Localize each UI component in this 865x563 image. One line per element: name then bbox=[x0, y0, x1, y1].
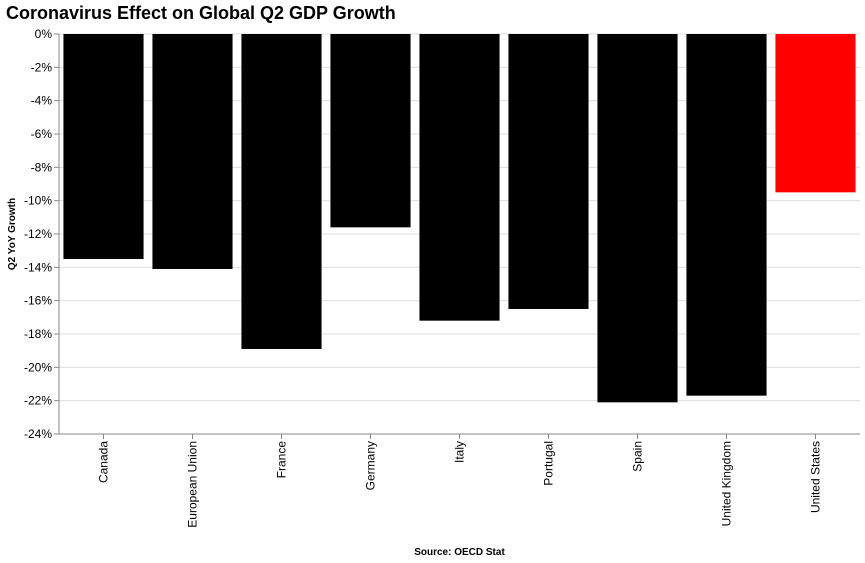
x-tick-label: Portugal bbox=[542, 441, 556, 486]
x-tick-label: United Kingdom bbox=[720, 441, 734, 526]
chart-title: Coronavirus Effect on Global Q2 GDP Grow… bbox=[6, 3, 396, 23]
y-axis-ticks: 0% -2% -4% -6% -8% -10% -12% -14% -16% -18% -20% -2… bbox=[24, 27, 59, 441]
y-tick-label: -14% bbox=[24, 260, 52, 274]
y-tick-label: -8% bbox=[31, 160, 53, 174]
x-tick-label: Germany bbox=[364, 441, 378, 490]
bar bbox=[241, 34, 322, 349]
y-tick-label: -18% bbox=[24, 327, 52, 341]
x-tick-label: Canada bbox=[97, 441, 111, 483]
y-tick-label: -20% bbox=[24, 360, 52, 374]
y-tick-label: -12% bbox=[24, 227, 52, 241]
y-tick-label: -24% bbox=[24, 427, 52, 441]
x-tick-label: European Union bbox=[186, 441, 200, 528]
bar bbox=[330, 34, 411, 228]
y-tick-label: -16% bbox=[24, 294, 52, 308]
bar bbox=[686, 34, 767, 396]
y-tick-label: -22% bbox=[24, 394, 52, 408]
y-tick-label: 0% bbox=[35, 27, 53, 41]
bar bbox=[775, 34, 856, 193]
bar bbox=[152, 34, 233, 269]
y-axis-title: Q2 YoY Growth bbox=[7, 198, 18, 270]
x-tick-label: Italy bbox=[453, 441, 467, 463]
y-tick-label: -10% bbox=[24, 194, 52, 208]
y-tick-label: -4% bbox=[31, 94, 53, 108]
bar bbox=[597, 34, 678, 403]
bar bbox=[63, 34, 144, 259]
x-tick-label: Spain bbox=[631, 441, 645, 472]
y-tick-label: -2% bbox=[31, 60, 53, 74]
x-axis-ticks: Canada European Union France Germany Italy Po… bbox=[97, 434, 823, 528]
bar bbox=[419, 34, 500, 321]
bars bbox=[63, 34, 856, 403]
bar bbox=[508, 34, 589, 309]
x-axis-title: Source: OECD Stat bbox=[414, 547, 505, 558]
x-tick-label: United States bbox=[809, 441, 823, 513]
x-tick-label: France bbox=[275, 441, 289, 479]
y-tick-label: -6% bbox=[31, 127, 53, 141]
